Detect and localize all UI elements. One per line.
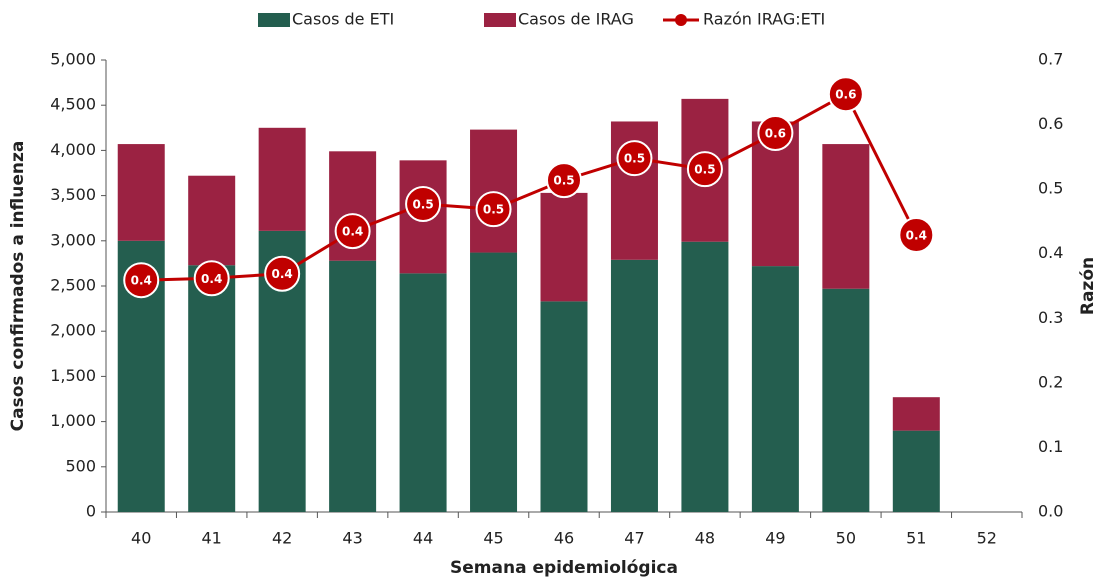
x-tick-label: 52 [977,529,997,548]
x-tick-label: 41 [202,529,222,548]
point-label: 0.5 [694,163,715,177]
x-tick-label: 48 [695,529,715,548]
point-label: 0.4 [342,225,363,239]
bar [470,129,518,253]
x-tick-label: 44 [413,529,433,548]
y-tick-label: 1,500 [50,366,96,385]
bar [188,265,236,512]
point-label: 0.5 [553,174,574,188]
point [475,191,512,228]
y-tick-label: 1,000 [50,411,96,430]
y2-tick-label: 0.2 [1038,372,1063,391]
y2-tick-label: 0.6 [1038,114,1063,133]
y-tick-label: 4,500 [50,95,96,114]
bar [399,273,447,512]
point [405,185,442,222]
legend-label: Casos de ETI [292,10,394,29]
bar [822,144,870,289]
x-tick-label: 50 [836,529,856,548]
point-label: 0.5 [483,203,504,217]
y2-axis-title: Razón [1078,257,1098,315]
y-tick-label: 3,500 [50,185,96,204]
legend-label: Razón IRAG:ETI [703,10,825,29]
x-tick-label: 42 [272,529,292,548]
point-label: 0.6 [765,126,786,140]
bar [540,301,588,512]
point-label: 0.4 [272,267,293,281]
point-label: 0.4 [131,274,152,288]
bar [117,144,165,241]
y2-tick-label: 0.1 [1038,437,1063,456]
bar [751,266,799,512]
x-tick-label: 43 [342,529,362,548]
line [141,92,918,282]
point-label: 0.6 [835,88,856,102]
y2-tick-label: 0.4 [1038,243,1063,262]
y-tick-label: 2,500 [50,276,96,295]
y-tick-label: 4,000 [50,140,96,159]
point-label: 0.4 [201,272,222,286]
legend-swatch [258,13,290,27]
legend-swatch [484,13,516,27]
legend-label: Casos de IRAG [518,10,634,29]
point-label: 0.5 [412,197,433,211]
y2-tick-label: 0.3 [1038,308,1063,327]
x-tick-label: 46 [554,529,574,548]
point [193,260,230,297]
y-tick-label: 5,000 [50,50,96,69]
bar [892,430,940,512]
y-tick-label: 500 [65,456,96,475]
x-tick-label: 45 [483,529,503,548]
point [546,162,582,199]
point-label: 0.5 [624,152,645,166]
bar [610,259,658,512]
bar [681,241,729,513]
x-tick-label: 49 [765,529,785,548]
point-label: 0.4 [906,228,927,242]
point [616,140,653,177]
point [686,151,723,188]
point [334,213,371,250]
x-tick-label: 40 [131,529,151,548]
bar [188,175,236,266]
y-axis-title: Casos confirmados a influenza [8,141,28,432]
bar [329,260,377,512]
point [898,216,935,253]
bar [892,397,940,431]
x-axis-title: Semana epidemiológica [450,558,678,578]
point [264,255,301,292]
y2-tick-label: 0.5 [1038,179,1063,198]
point [827,76,864,113]
bar [540,192,588,302]
bar [258,127,306,231]
y2-tick-label: 0.0 [1038,502,1063,521]
x-tick-label: 47 [624,529,644,548]
y2-tick-label: 0.7 [1038,50,1063,69]
y-tick-label: 2,000 [50,321,96,340]
bar [822,288,870,512]
point [757,114,794,151]
x-tick-label: 51 [906,529,926,548]
bar [470,252,518,512]
point [123,262,160,299]
y-tick-label: 3,000 [50,230,96,249]
legend-marker [675,14,687,26]
y-tick-label: 0 [86,502,96,521]
